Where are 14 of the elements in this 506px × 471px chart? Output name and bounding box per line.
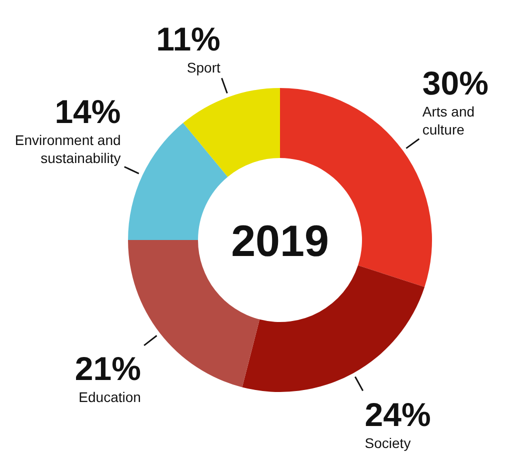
slice-label: Society — [364, 435, 411, 452]
data-label: 30% — [422, 64, 488, 102]
data-label: 11% — [156, 20, 220, 58]
slice-label: Education — [78, 388, 141, 405]
slice-label: Environment and sustainability — [14, 132, 121, 166]
slice-label: Sport — [186, 59, 220, 76]
slice-label: Arts and culture — [422, 104, 475, 138]
data-label: 21% — [74, 350, 141, 387]
donut-slice — [242, 265, 425, 392]
data-label: 24% — [364, 396, 431, 434]
donut-slice — [183, 88, 280, 177]
text: 2019 — [231, 217, 329, 266]
data-label: 14% — [54, 93, 121, 130]
donut-slice — [128, 122, 228, 240]
